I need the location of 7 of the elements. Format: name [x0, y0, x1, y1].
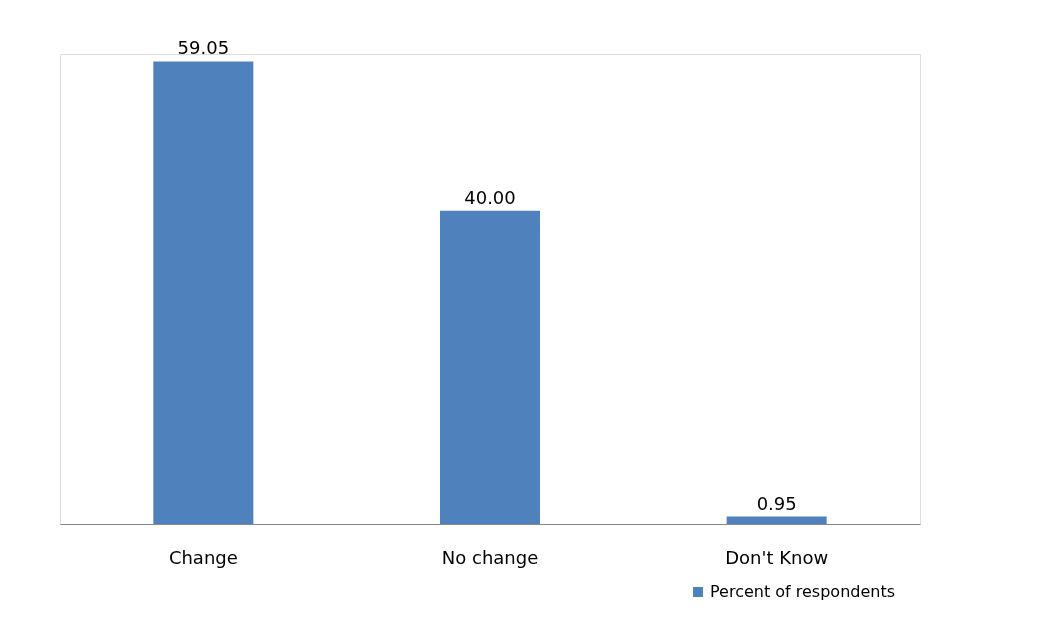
x-tick-label: Don't Know — [725, 546, 829, 568]
legend-label: Percent of respondents — [710, 582, 896, 601]
x-tick-label: Change — [168, 546, 238, 568]
data-label: 59.05 — [177, 37, 230, 59]
data-label: 0.95 — [756, 492, 797, 514]
data-label: 40.00 — [464, 186, 516, 208]
x-tick-label: No change — [441, 546, 539, 568]
